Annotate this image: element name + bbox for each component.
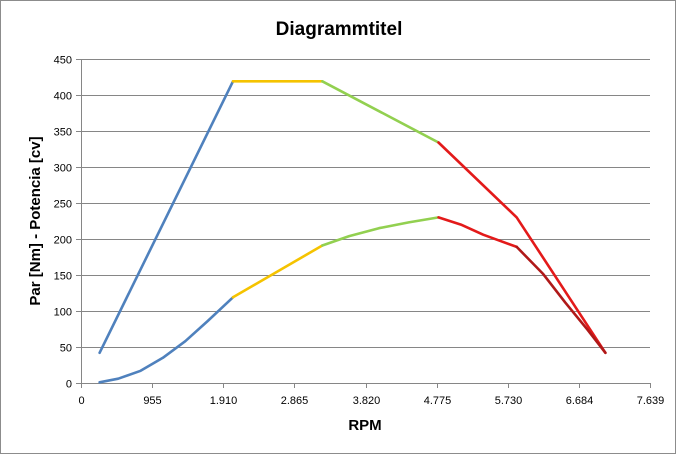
x-tick-label: 2.865	[281, 395, 309, 407]
y-tick-label: 300	[54, 163, 72, 175]
x-tick-label: 4.775	[424, 395, 452, 407]
y-tick-label: 50	[60, 343, 72, 355]
x-tick-label: 0	[78, 395, 84, 407]
y-tick-label: 100	[54, 307, 72, 319]
series-1-segment-3	[320, 80, 440, 144]
y-tick-label: 250	[54, 199, 72, 211]
y-tick-label: 150	[54, 271, 72, 283]
y-axis-title: Par [Nm] - Potencia [cv]	[27, 136, 44, 305]
series-2-segment-2	[231, 244, 324, 299]
chart-title: Diagrammtitel	[276, 19, 403, 40]
axes	[76, 59, 651, 388]
x-tick-label: 6.684	[566, 395, 594, 407]
y-tick-label: 0	[66, 379, 72, 391]
x-tick-label: 1.910	[210, 395, 238, 407]
series-2-segment-4	[437, 216, 519, 249]
x-axis-title: RPM	[348, 417, 381, 434]
x-tick-label: 955	[143, 395, 161, 407]
series-2-segment-1	[98, 295, 235, 384]
tick-labels: 0 50 100 150 200 250 300 350 400 450 0 955 1.910 2.86…	[54, 55, 665, 408]
y-tick-label: 400	[54, 91, 72, 103]
series-lines	[98, 80, 607, 384]
gridlines	[81, 59, 650, 348]
x-tick-label: 3.820	[353, 395, 381, 407]
x-tick-label: 7.639	[637, 395, 665, 407]
series-2-segment-5	[515, 245, 607, 355]
y-tick-label: 200	[54, 235, 72, 247]
series-1-segment-1	[98, 80, 235, 355]
x-tick-label: 5.730	[495, 395, 523, 407]
series-2-segment-3	[320, 216, 440, 247]
series-1-segment-4	[437, 141, 607, 355]
y-tick-label: 350	[54, 127, 72, 139]
y-tick-label: 450	[54, 55, 72, 67]
